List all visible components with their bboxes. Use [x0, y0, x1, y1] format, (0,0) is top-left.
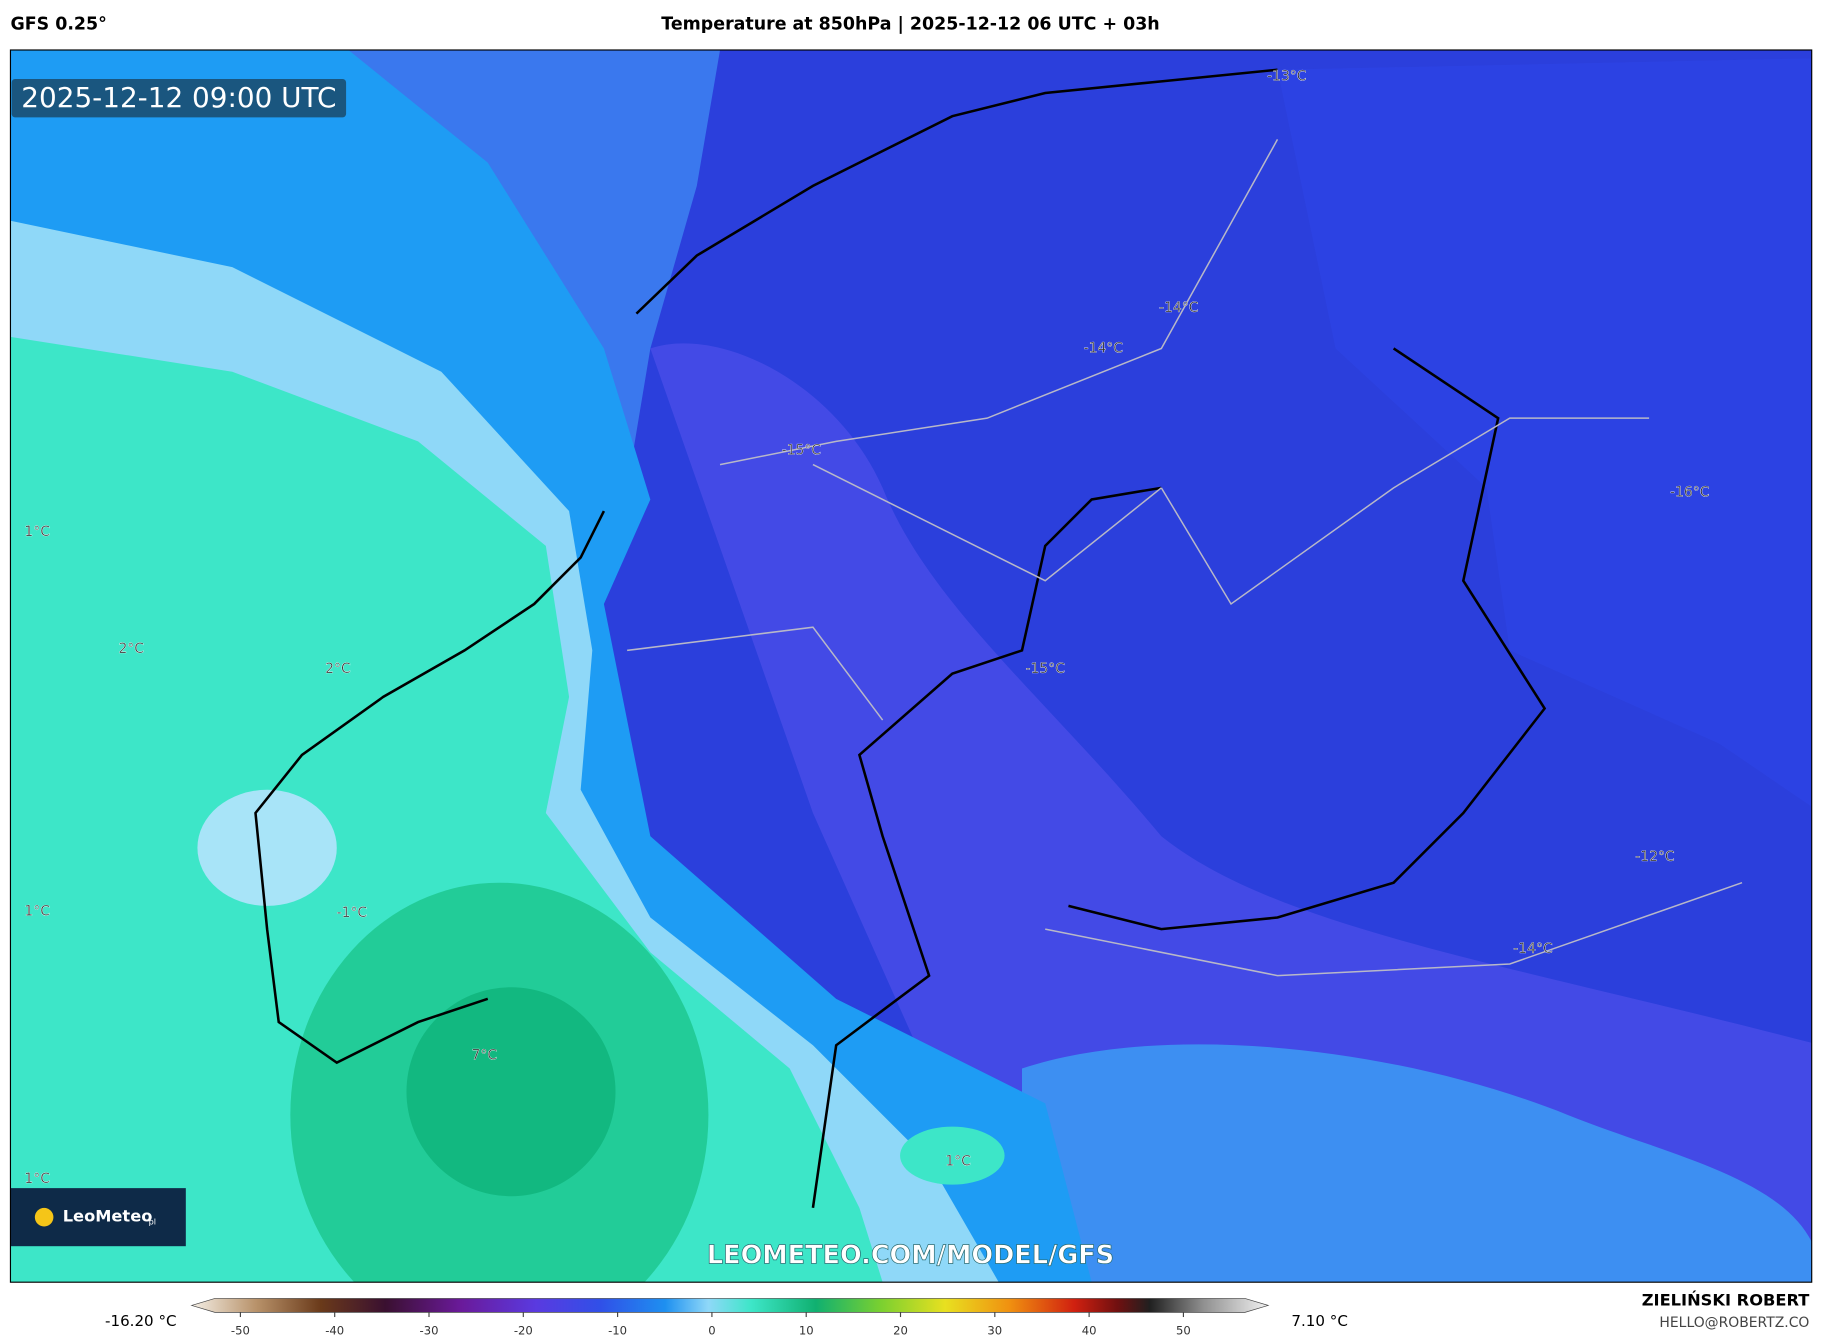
colorbar-tick-label: -30: [420, 1323, 439, 1337]
watermark: LEOMETEO.COM/MODEL/GFS: [707, 1241, 1114, 1271]
author: ZIELIŃSKI ROBERT: [1642, 1290, 1810, 1309]
map-title: Temperature at 850hPa | 2025-12-12 06 UT…: [661, 14, 1159, 34]
field-cyan-blob: [900, 1126, 1005, 1185]
contour-label: -13°C: [1267, 69, 1306, 85]
contour-label: -16°C: [1670, 484, 1709, 500]
colorbar-ticks: -50 -40 -30 -20 -10 0 10 20 30 40 50: [231, 1312, 1191, 1337]
contour-label: -15°C: [782, 443, 821, 459]
colorbar-tick-label: -50: [231, 1323, 250, 1337]
colorbar-max: 7.10 °C: [1291, 1312, 1347, 1330]
colorbar-tick-label: 40: [1082, 1323, 1097, 1337]
contour-label: 1°C: [24, 524, 50, 540]
colorbar-tick-label: -40: [325, 1323, 344, 1337]
colorbar-tick-label: 50: [1176, 1323, 1191, 1337]
field-purple: [650, 343, 1812, 1283]
contour-label: 1°C: [945, 1153, 971, 1169]
logo-name: LeoMeteo: [63, 1207, 153, 1226]
map-frame: [9, 49, 1813, 1283]
contour-label: 1°C: [24, 904, 50, 920]
contour-label: 7°C: [472, 1048, 498, 1064]
contour-label: 2°C: [118, 641, 144, 657]
contour-label: 1°C: [24, 1171, 50, 1187]
contour-label: -14°C: [1513, 941, 1552, 957]
contour-label: -14°C: [1084, 340, 1123, 356]
field-blue: [1277, 58, 1812, 807]
colorbar-tick-label: -20: [514, 1323, 533, 1337]
colorbar-min: -16.20 °C: [105, 1312, 176, 1330]
colorbar-tick-label: 20: [893, 1323, 908, 1337]
contour-labels: -13°C -14°C -14°C -15°C -16°C 1°C 2°C 2°C -15°C -…: [24, 69, 1709, 1187]
logo-suffix: pl: [149, 1216, 156, 1226]
field-pale-blob: [197, 789, 337, 906]
contour-label: -1°C: [337, 905, 368, 921]
contour-label: -15°C: [1026, 661, 1065, 677]
field-baltic: [1021, 1044, 1812, 1283]
timestamp: 2025-12-12 09:00 UTC: [21, 81, 336, 114]
contour-label: -14°C: [1159, 300, 1198, 316]
field-green-core: [406, 987, 616, 1197]
colorbar: [190, 1298, 1270, 1313]
logo-sun: [34, 1207, 54, 1227]
contour-label: -12°C: [1635, 849, 1674, 865]
colorbar-tick-label: 0: [708, 1323, 715, 1337]
colorbar-tick-label: -10: [608, 1323, 627, 1337]
timestamp-box: [11, 79, 347, 118]
map: -13°C -14°C -14°C -15°C -16°C 1°C 2°C 2°C -15°C -…: [10, 49, 1812, 1283]
email: HELLO@ROBERTZ.CO: [1659, 1315, 1809, 1331]
colorbar-tick-label: 10: [799, 1323, 814, 1337]
coastline: [254, 68, 1547, 1209]
contour-label: 2°C: [325, 661, 351, 677]
borders: [627, 139, 1743, 977]
colorbar-tick-label: 30: [987, 1323, 1002, 1337]
model-name: GFS 0.25°: [10, 14, 106, 34]
